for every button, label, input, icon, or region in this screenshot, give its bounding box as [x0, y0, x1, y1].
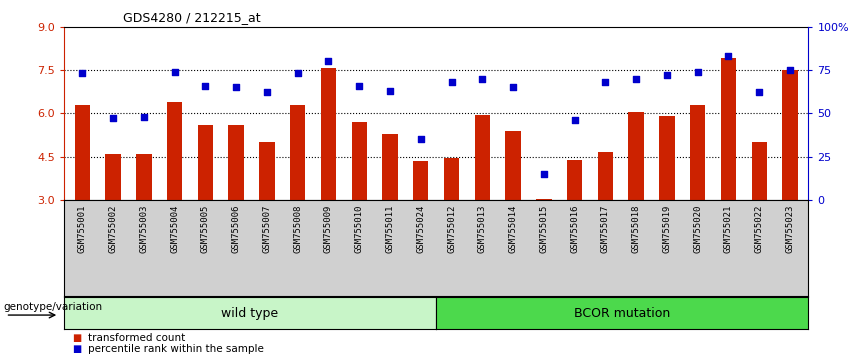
Point [322, 58, 335, 64]
Bar [536, 199, 551, 200]
Bar [167, 102, 182, 200]
Text: GSM755005: GSM755005 [201, 205, 210, 253]
Bar [597, 152, 613, 200]
Text: ■: ■ [72, 333, 82, 343]
Point [445, 79, 459, 85]
Text: GSM755014: GSM755014 [509, 205, 517, 253]
Bar [228, 125, 244, 200]
Bar [382, 133, 397, 200]
Text: GSM755021: GSM755021 [724, 205, 733, 253]
Point [352, 83, 366, 88]
Text: GSM755009: GSM755009 [324, 205, 333, 253]
Point [414, 136, 427, 142]
Text: GSM755019: GSM755019 [662, 205, 671, 253]
Text: GSM755018: GSM755018 [631, 205, 641, 253]
Point [137, 114, 151, 120]
Text: GSM755012: GSM755012 [447, 205, 456, 253]
Bar [690, 105, 705, 200]
Text: genotype/variation: genotype/variation [3, 302, 102, 312]
Bar [136, 154, 151, 200]
Bar [444, 158, 460, 200]
Bar [782, 70, 797, 200]
Bar [660, 116, 675, 200]
Bar [628, 112, 644, 200]
Point [476, 76, 489, 81]
Bar [721, 58, 736, 200]
Text: BCOR mutation: BCOR mutation [574, 307, 671, 320]
Point [198, 83, 212, 88]
Text: ■: ■ [72, 344, 82, 354]
Text: GSM755011: GSM755011 [386, 205, 395, 253]
Bar [321, 68, 336, 200]
Text: GSM755010: GSM755010 [355, 205, 363, 253]
Point [598, 79, 612, 85]
Text: GSM755002: GSM755002 [109, 205, 117, 253]
Text: GSM755022: GSM755022 [755, 205, 763, 253]
Bar [197, 125, 213, 200]
Text: GSM755004: GSM755004 [170, 205, 179, 253]
Text: GSM755020: GSM755020 [694, 205, 702, 253]
Point [537, 171, 551, 177]
Bar [351, 122, 367, 200]
Bar [475, 115, 490, 200]
Point [168, 69, 181, 74]
Point [76, 70, 89, 76]
Text: GSM755013: GSM755013 [477, 205, 487, 253]
Text: GSM755008: GSM755008 [294, 205, 302, 253]
Text: percentile rank within the sample: percentile rank within the sample [88, 344, 264, 354]
Point [722, 53, 735, 59]
Point [691, 69, 705, 74]
Bar [106, 154, 121, 200]
Text: GSM755015: GSM755015 [540, 205, 548, 253]
Text: GSM755017: GSM755017 [601, 205, 610, 253]
Point [383, 88, 397, 93]
Point [660, 72, 674, 78]
Bar [260, 142, 275, 200]
Point [568, 118, 581, 123]
Point [752, 90, 766, 95]
Point [291, 70, 305, 76]
Bar [751, 142, 767, 200]
Bar [75, 105, 90, 200]
Text: GSM755016: GSM755016 [570, 205, 579, 253]
Point [630, 76, 643, 81]
Bar [505, 131, 521, 200]
Text: transformed count: transformed count [88, 333, 185, 343]
Text: wild type: wild type [221, 307, 278, 320]
Bar [290, 105, 306, 200]
Point [106, 116, 120, 121]
Bar [567, 160, 582, 200]
Text: GSM755001: GSM755001 [77, 205, 87, 253]
Point [506, 84, 520, 90]
Text: GSM755006: GSM755006 [231, 205, 241, 253]
Text: GSM755007: GSM755007 [262, 205, 271, 253]
Bar [413, 161, 428, 200]
Point [783, 67, 797, 73]
Text: GSM755003: GSM755003 [140, 205, 148, 253]
Text: GDS4280 / 212215_at: GDS4280 / 212215_at [123, 11, 261, 24]
Text: GSM755023: GSM755023 [785, 205, 795, 253]
Point [260, 90, 274, 95]
Point [229, 84, 243, 90]
Text: GSM755024: GSM755024 [416, 205, 426, 253]
